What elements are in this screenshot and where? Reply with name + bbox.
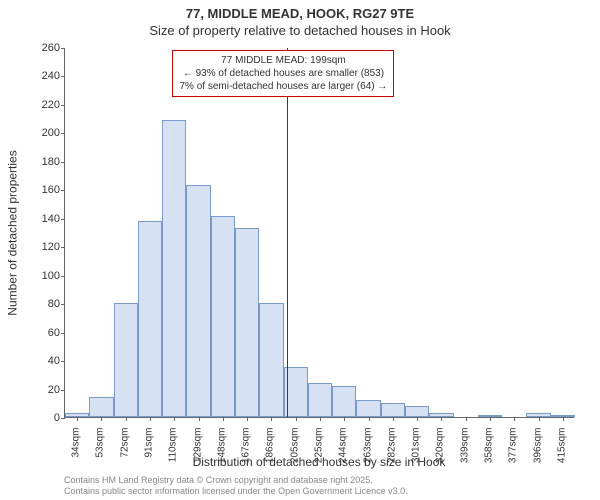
x-tick-label: 148sqm xyxy=(216,428,227,468)
y-tick-mark xyxy=(61,133,65,134)
chart-container: 77, MIDDLE MEAD, HOOK, RG27 9TE Size of … xyxy=(0,0,600,500)
y-tick-mark xyxy=(61,162,65,163)
annotation-line: 77 MIDDLE MEAD: 199sqm xyxy=(179,54,387,67)
x-tick-label: 34sqm xyxy=(71,428,82,468)
histogram-bar xyxy=(186,185,210,417)
y-tick-mark xyxy=(61,304,65,305)
x-tick-mark xyxy=(539,417,540,421)
x-tick-label: 167sqm xyxy=(241,428,252,468)
histogram-bar xyxy=(356,400,380,417)
x-tick-label: 301sqm xyxy=(411,428,422,468)
x-tick-label: 339sqm xyxy=(459,428,470,468)
y-tick-mark xyxy=(61,333,65,334)
x-tick-mark xyxy=(247,417,248,421)
y-tick-label: 140 xyxy=(34,213,60,225)
x-tick-mark xyxy=(77,417,78,421)
x-tick-label: 72sqm xyxy=(119,428,130,468)
y-tick-mark xyxy=(61,418,65,419)
y-tick-mark xyxy=(61,361,65,362)
y-tick-label: 200 xyxy=(34,127,60,139)
x-tick-mark xyxy=(126,417,127,421)
histogram-bar xyxy=(235,228,259,417)
x-tick-mark xyxy=(344,417,345,421)
y-tick-label: 80 xyxy=(34,298,60,310)
x-tick-label: 129sqm xyxy=(192,428,203,468)
histogram-bar xyxy=(89,397,113,417)
x-tick-mark xyxy=(174,417,175,421)
y-tick-label: 160 xyxy=(34,184,60,196)
y-tick-label: 180 xyxy=(34,156,60,168)
credit-line-1: Contains HM Land Registry data © Crown c… xyxy=(64,475,408,486)
annotation-line: 7% of semi-detached houses are larger (6… xyxy=(179,80,387,93)
histogram-bar xyxy=(114,303,138,417)
x-tick-label: 205sqm xyxy=(289,428,300,468)
x-tick-mark xyxy=(320,417,321,421)
x-tick-label: 415sqm xyxy=(556,428,567,468)
x-tick-mark xyxy=(417,417,418,421)
y-tick-label: 120 xyxy=(34,241,60,253)
chart-subtitle: Size of property relative to detached ho… xyxy=(0,23,600,38)
reference-line xyxy=(287,48,288,417)
x-tick-label: 320sqm xyxy=(435,428,446,468)
y-tick-label: 100 xyxy=(34,270,60,282)
x-tick-label: 110sqm xyxy=(168,428,179,468)
y-tick-mark xyxy=(61,219,65,220)
x-tick-mark xyxy=(101,417,102,421)
histogram-bar xyxy=(211,216,235,417)
plot-area: 77 MIDDLE MEAD: 199sqm← 93% of detached … xyxy=(64,48,574,418)
x-tick-mark xyxy=(271,417,272,421)
histogram-bar xyxy=(381,403,405,417)
x-tick-mark xyxy=(466,417,467,421)
x-tick-label: 282sqm xyxy=(386,428,397,468)
y-tick-mark xyxy=(61,105,65,106)
y-axis-label: Number of detached properties xyxy=(6,48,20,418)
annotation-line: ← 93% of detached houses are smaller (85… xyxy=(179,67,387,80)
histogram-bar xyxy=(138,221,162,417)
x-tick-mark xyxy=(223,417,224,421)
y-tick-label: 0 xyxy=(34,412,60,424)
x-tick-label: 396sqm xyxy=(532,428,543,468)
y-tick-mark xyxy=(61,48,65,49)
x-tick-mark xyxy=(199,417,200,421)
x-tick-mark xyxy=(150,417,151,421)
x-tick-mark xyxy=(563,417,564,421)
y-tick-label: 220 xyxy=(34,99,60,111)
y-tick-label: 60 xyxy=(34,327,60,339)
histogram-bar xyxy=(259,303,283,417)
x-tick-mark xyxy=(369,417,370,421)
x-tick-mark xyxy=(441,417,442,421)
histogram-bar xyxy=(308,383,332,417)
title-block: 77, MIDDLE MEAD, HOOK, RG27 9TE Size of … xyxy=(0,6,600,38)
annotation-box: 77 MIDDLE MEAD: 199sqm← 93% of detached … xyxy=(172,50,394,97)
x-tick-mark xyxy=(296,417,297,421)
y-tick-label: 260 xyxy=(34,42,60,54)
chart-title: 77, MIDDLE MEAD, HOOK, RG27 9TE xyxy=(0,6,600,21)
y-tick-mark xyxy=(61,276,65,277)
y-tick-mark xyxy=(61,247,65,248)
x-tick-label: 186sqm xyxy=(265,428,276,468)
y-tick-label: 40 xyxy=(34,355,60,367)
x-tick-mark xyxy=(490,417,491,421)
x-tick-mark xyxy=(514,417,515,421)
y-tick-label: 240 xyxy=(34,70,60,82)
histogram-bar xyxy=(162,120,186,417)
y-tick-mark xyxy=(61,76,65,77)
x-tick-label: 91sqm xyxy=(144,428,155,468)
x-tick-label: 358sqm xyxy=(484,428,495,468)
x-tick-mark xyxy=(393,417,394,421)
credit-line-2: Contains public sector information licen… xyxy=(64,486,408,497)
histogram-bar xyxy=(405,406,429,417)
y-tick-mark xyxy=(61,390,65,391)
histogram-bar xyxy=(332,386,356,417)
x-tick-label: 377sqm xyxy=(508,428,519,468)
x-tick-label: 244sqm xyxy=(338,428,349,468)
y-tick-mark xyxy=(61,190,65,191)
x-tick-label: 263sqm xyxy=(362,428,373,468)
x-tick-label: 225sqm xyxy=(314,428,325,468)
x-tick-label: 53sqm xyxy=(95,428,106,468)
credits: Contains HM Land Registry data © Crown c… xyxy=(64,475,408,497)
y-tick-label: 20 xyxy=(34,384,60,396)
